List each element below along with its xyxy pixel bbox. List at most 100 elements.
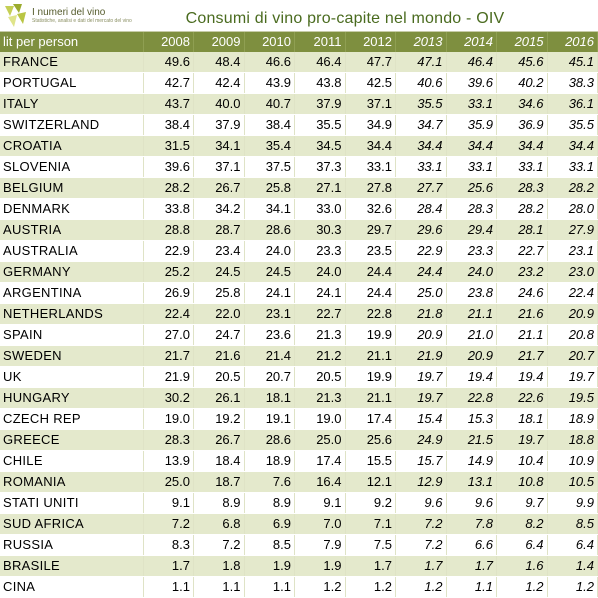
- value-cell: 30.3: [294, 219, 346, 241]
- value-cell: 20.9: [446, 345, 497, 367]
- value-cell: 18.8: [547, 429, 598, 451]
- country-cell: BELGIUM: [0, 177, 144, 199]
- value-cell: 20.7: [547, 345, 598, 367]
- value-cell: 22.9: [143, 240, 194, 262]
- value-cell: 37.1: [345, 93, 396, 115]
- country-cell: RUSSIA: [0, 534, 144, 556]
- value-cell: 43.8: [294, 72, 346, 94]
- value-cell: 15.4: [395, 408, 447, 430]
- value-cell: 18.1: [496, 408, 548, 430]
- value-cell: 26.9: [143, 282, 194, 304]
- value-cell: 21.0: [446, 324, 497, 346]
- country-cell: GERMANY: [0, 261, 144, 283]
- value-cell: 9.1: [294, 492, 346, 514]
- value-cell: 23.2: [496, 261, 548, 283]
- value-cell: 19.0: [294, 408, 346, 430]
- value-cell: 19.1: [244, 408, 295, 430]
- table-row: CZECH REP 19.0 19.2 19.1 19.0 17.4 15.4 15.3 18.…: [0, 408, 598, 430]
- value-cell: 33.0: [294, 198, 346, 220]
- value-cell: 38.4: [244, 114, 295, 136]
- value-cell: 7.2: [395, 513, 447, 535]
- value-cell: 23.1: [547, 240, 598, 262]
- value-cell: 25.0: [294, 429, 346, 451]
- value-cell: 21.3: [294, 324, 346, 346]
- column-header-year: 2013: [395, 32, 447, 52]
- consumption-table: lit per person 2008 2009 2010 2011 2012 2013 2…: [0, 32, 598, 598]
- value-cell: 34.1: [193, 135, 245, 157]
- value-cell: 7.0: [294, 513, 346, 535]
- value-cell: 33.1: [345, 156, 396, 178]
- value-cell: 20.5: [294, 366, 346, 388]
- value-cell: 24.7: [193, 324, 245, 346]
- value-cell: 28.2: [143, 177, 194, 199]
- value-cell: 1.2: [547, 576, 598, 598]
- value-cell: 34.9: [345, 114, 396, 136]
- value-cell: 42.5: [345, 72, 396, 94]
- value-cell: 18.7: [193, 471, 245, 493]
- value-cell: 22.6: [496, 387, 548, 409]
- value-cell: 6.4: [547, 534, 598, 556]
- value-cell: 7.1: [345, 513, 396, 535]
- value-cell: 45.6: [496, 52, 548, 73]
- value-cell: 23.3: [294, 240, 346, 262]
- value-cell: 46.4: [446, 52, 497, 73]
- value-cell: 35.5: [395, 93, 447, 115]
- value-cell: 23.8: [446, 282, 497, 304]
- table-row: CROATIA 31.5 34.1 35.4 34.5 34.4 34.4 34.4 34.4 3…: [0, 135, 598, 157]
- value-cell: 37.5: [244, 156, 295, 178]
- logo: I numeri del vino Statistiche, analisi e…: [2, 1, 138, 31]
- country-cell: STATI UNITI: [0, 492, 144, 514]
- table-row: RUSSIA 8.3 7.2 8.5 7.9 7.5 7.2 6.6 6.4 6.4: [0, 534, 598, 556]
- value-cell: 25.6: [446, 177, 497, 199]
- value-cell: 33.1: [395, 156, 447, 178]
- value-cell: 22.7: [496, 240, 548, 262]
- table-row: SLOVENIA 39.6 37.1 37.5 37.3 33.1 33.1 33.1 33.1…: [0, 156, 598, 178]
- value-cell: 22.7: [294, 303, 346, 325]
- value-cell: 24.0: [446, 261, 497, 283]
- column-header-year: 2011: [294, 32, 346, 52]
- value-cell: 19.4: [446, 366, 497, 388]
- country-cell: AUSTRIA: [0, 219, 144, 241]
- value-cell: 30.2: [143, 387, 194, 409]
- value-cell: 15.5: [345, 450, 396, 472]
- value-cell: 37.9: [193, 114, 245, 136]
- value-cell: 40.0: [193, 93, 245, 115]
- value-cell: 27.8: [345, 177, 396, 199]
- value-cell: 39.6: [143, 156, 194, 178]
- value-cell: 9.7: [496, 492, 548, 514]
- table-row: DENMARK 33.8 34.2 34.1 33.0 32.6 28.4 28.3 28.2 2…: [0, 198, 598, 220]
- value-cell: 21.1: [496, 324, 548, 346]
- page-title: Consumi di vino pro-capite nel mondo - O…: [185, 10, 505, 27]
- value-cell: 24.1: [244, 282, 295, 304]
- value-cell: 23.6: [244, 324, 295, 346]
- value-cell: 26.1: [193, 387, 245, 409]
- value-cell: 20.9: [547, 303, 598, 325]
- value-cell: 22.0: [193, 303, 245, 325]
- value-cell: 28.6: [244, 429, 295, 451]
- value-cell: 27.9: [547, 219, 598, 241]
- value-cell: 9.9: [547, 492, 598, 514]
- country-cell: BRASILE: [0, 555, 144, 577]
- column-header-year: 2012: [345, 32, 396, 52]
- value-cell: 17.4: [345, 408, 396, 430]
- value-cell: 23.4: [193, 240, 245, 262]
- value-cell: 19.7: [395, 366, 447, 388]
- value-cell: 23.1: [244, 303, 295, 325]
- value-cell: 24.5: [244, 261, 295, 283]
- value-cell: 10.4: [496, 450, 548, 472]
- value-cell: 28.7: [193, 219, 245, 241]
- table-row: FRANCE 49.6 48.4 46.6 46.4 47.7 47.1 46.4 45.6 45…: [0, 52, 598, 73]
- value-cell: 10.9: [547, 450, 598, 472]
- table-row: STATI UNITI 9.1 8.9 8.9 9.1 9.2 9.6 9.6 9.7 9.9: [0, 492, 598, 514]
- table-row: BRASILE 1.7 1.8 1.9 1.9 1.7 1.7 1.7 1.6 1.4: [0, 555, 598, 577]
- value-cell: 1.2: [395, 576, 447, 598]
- value-cell: 24.9: [395, 429, 447, 451]
- value-cell: 35.4: [244, 135, 295, 157]
- value-cell: 15.7: [395, 450, 447, 472]
- value-cell: 24.4: [395, 261, 447, 283]
- value-cell: 28.3: [496, 177, 548, 199]
- value-cell: 19.4: [496, 366, 548, 388]
- value-cell: 18.1: [244, 387, 295, 409]
- value-cell: 33.1: [446, 156, 497, 178]
- value-cell: 47.1: [395, 52, 447, 73]
